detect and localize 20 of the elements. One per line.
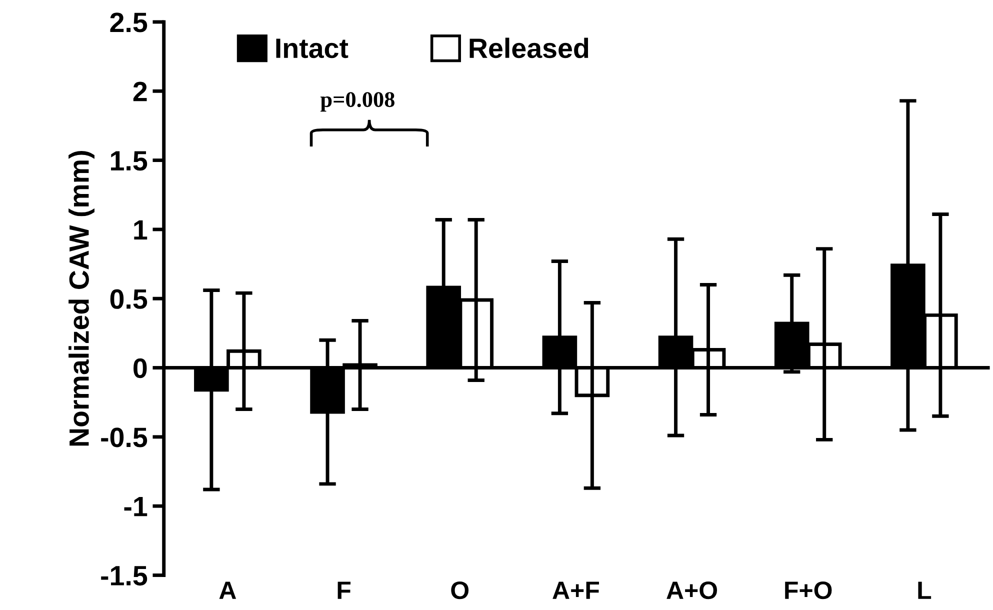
y-tick-label: 2: [133, 82, 147, 102]
x-tick-label: F+O: [785, 581, 832, 600]
y-tick-label: 0.5: [110, 289, 148, 309]
legend-label: Intact: [276, 38, 348, 58]
y-tick-label: 2.5: [110, 12, 148, 32]
x-tick-label: L: [918, 582, 932, 599]
x-tick-label: O: [451, 581, 469, 600]
x-tick-label: A+F: [552, 582, 599, 599]
legend-label: Released: [470, 38, 588, 58]
x-tick-label: F: [338, 582, 350, 599]
y-axis-title: Normalized CAW (mm): [68, 151, 94, 446]
y-tick-label: -1: [124, 497, 148, 516]
x-tick-label: A+O: [666, 581, 718, 600]
y-tick-label: 1: [134, 220, 148, 240]
y-tick-label: 0: [134, 358, 147, 378]
annotation: p=0.008: [320, 92, 394, 112]
y-tick-label: -1.5: [101, 566, 148, 586]
y-tick-label: 1.5: [111, 151, 148, 171]
y-tick-label: -0.5: [101, 428, 148, 448]
x-tick-label: A: [219, 582, 236, 599]
